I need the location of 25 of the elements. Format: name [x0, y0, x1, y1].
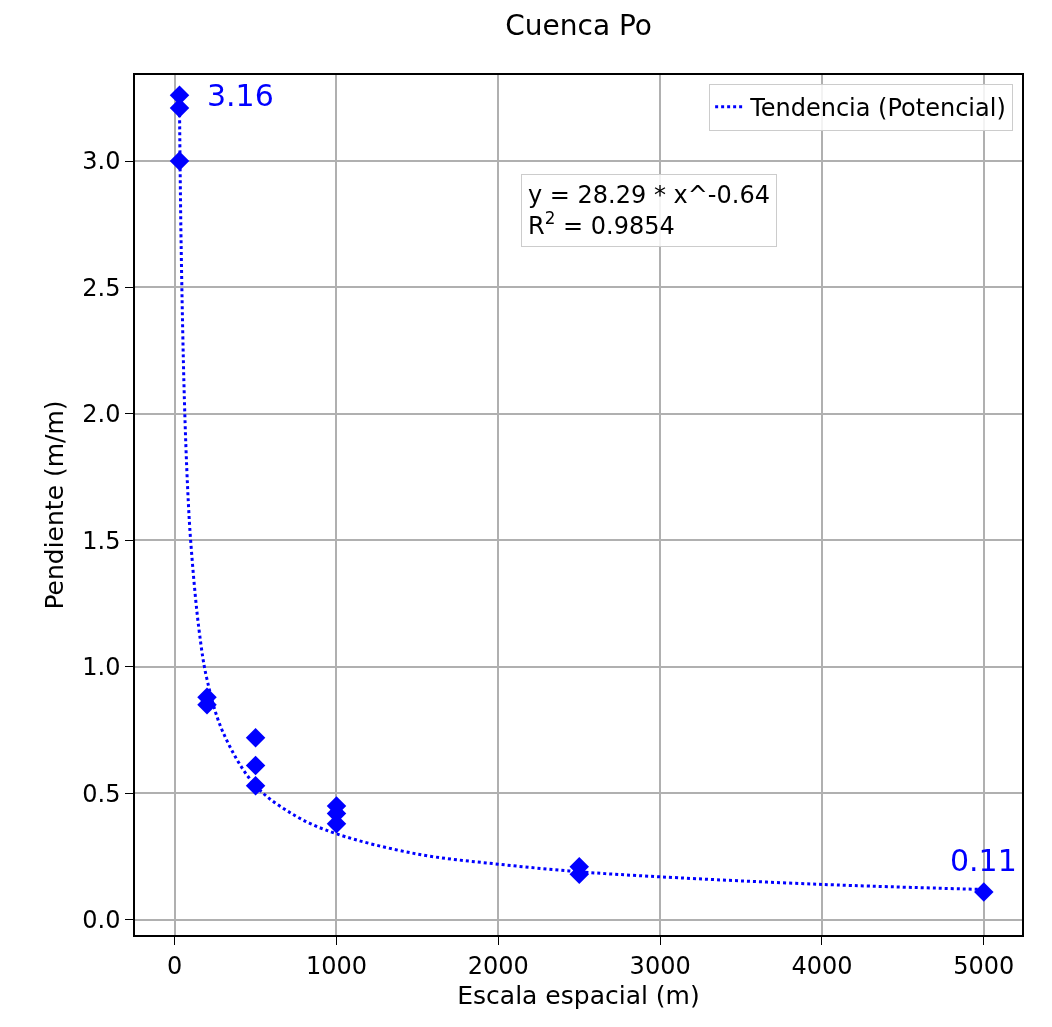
- y-tick-label: 2.5: [82, 273, 121, 302]
- annotation: 0.11: [950, 843, 1017, 878]
- chart-title: Cuenca Po: [505, 9, 652, 43]
- x-tick-label: 3000: [629, 951, 691, 980]
- y-axis-title: Pendiente (m/m): [39, 400, 69, 610]
- y-tick-label: 3.0: [82, 147, 121, 176]
- y-tick-label: 1.0: [82, 653, 121, 682]
- x-tick-label: 2000: [467, 951, 529, 980]
- x-axis-title: Escala espacial (m): [457, 981, 700, 1011]
- y-tick-label: 0.0: [82, 906, 121, 935]
- x-tick-label: 5000: [953, 951, 1015, 980]
- legend-label: Tendencia (Potencial): [749, 94, 1006, 123]
- point: [245, 755, 266, 776]
- point: [169, 151, 190, 171]
- annotation: R$^{2}$ = 0.9854: [528, 208, 675, 241]
- annotation: 3.16: [207, 78, 274, 113]
- y-tick-label: 0.5: [82, 779, 121, 808]
- x-tick-label: 1000: [305, 951, 368, 980]
- annotation: y = 28.29 * x^-0.64: [528, 181, 770, 209]
- x-tick-label: 0: [167, 951, 183, 980]
- x-tick-label: 4000: [791, 951, 853, 980]
- y-tick-label: 1.5: [82, 526, 121, 555]
- y-tick-label: 2.0: [82, 400, 121, 429]
- point: [169, 98, 190, 118]
- point: [245, 727, 266, 748]
